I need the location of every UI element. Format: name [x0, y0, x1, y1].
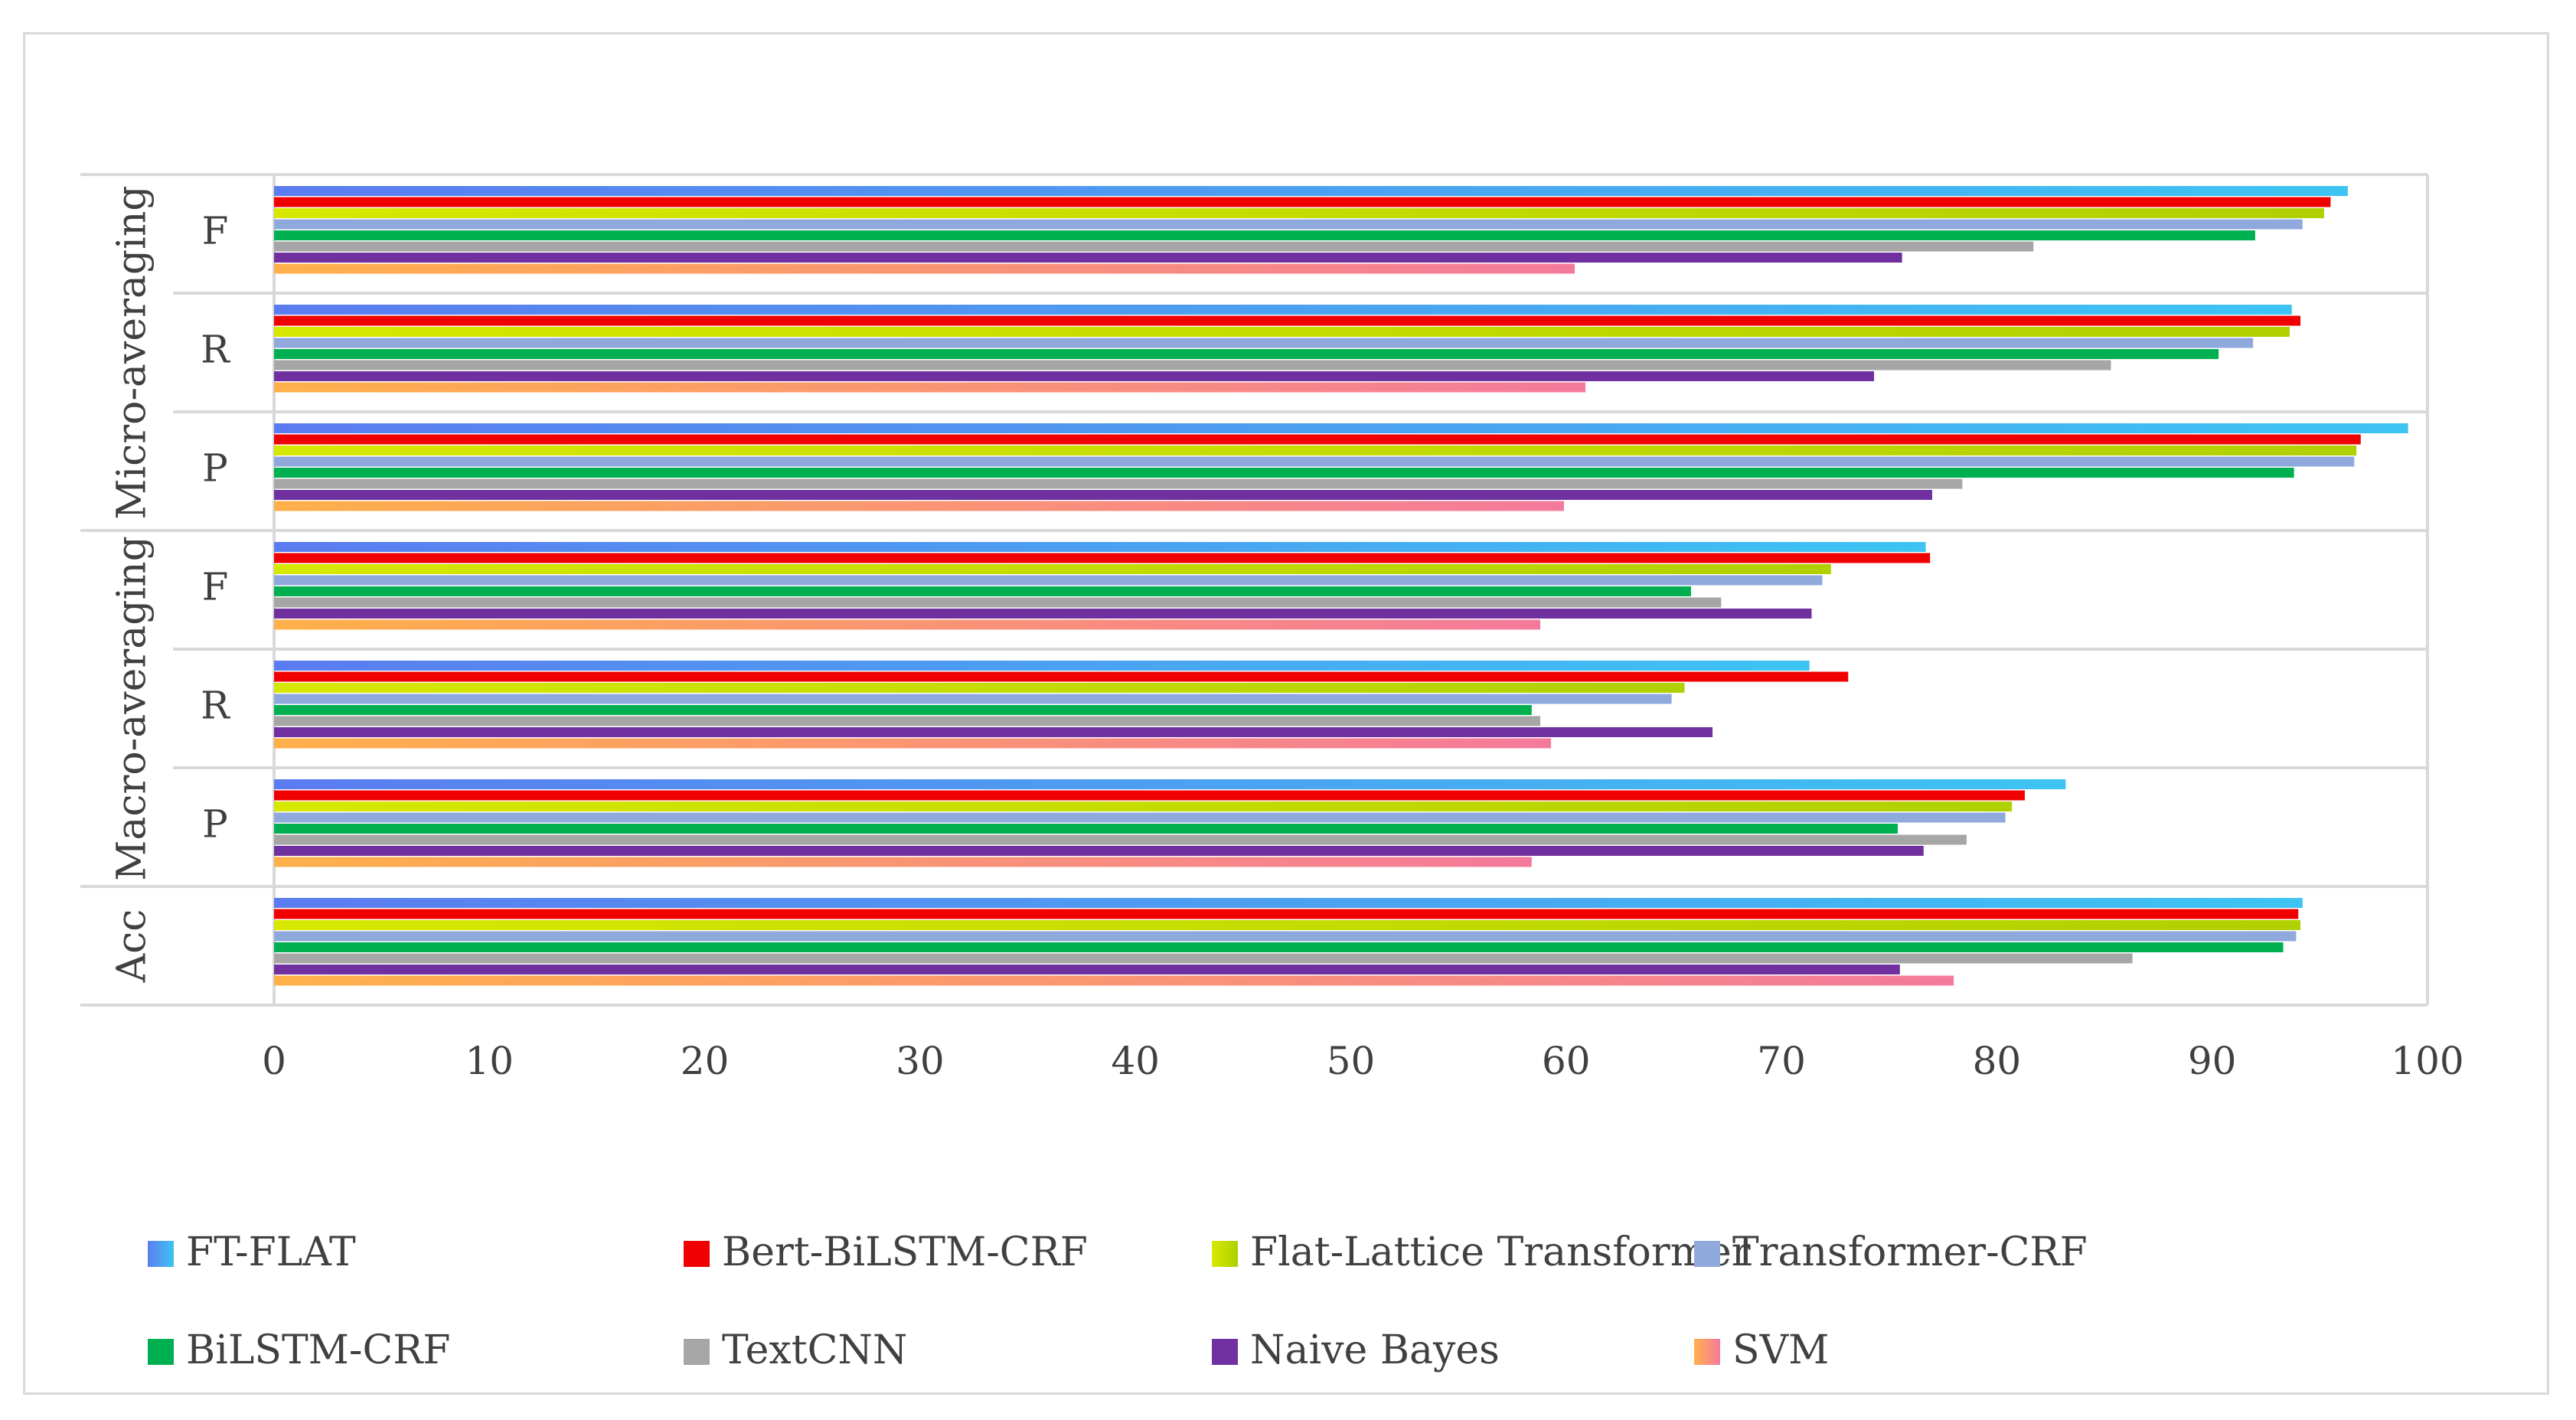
bar — [274, 705, 1532, 715]
x-tick-label: 30 — [896, 1039, 945, 1083]
bar — [274, 898, 2303, 908]
bar — [274, 857, 1532, 867]
bar — [274, 738, 1552, 749]
x-tick-label: 50 — [1327, 1039, 1376, 1083]
bar — [274, 661, 1810, 671]
bar — [274, 360, 2111, 371]
bar — [274, 779, 2066, 789]
bar — [274, 338, 2254, 348]
legend-label: BiLSTM-CRF — [186, 1327, 451, 1373]
bar — [274, 597, 1722, 608]
group-label: Micro-averaging — [109, 185, 155, 519]
bar — [274, 586, 1691, 596]
bar — [274, 542, 1926, 552]
category-label: F — [202, 565, 229, 609]
bar — [274, 305, 2292, 315]
bar — [274, 371, 1875, 381]
bar — [274, 812, 2006, 823]
bar — [274, 230, 2255, 240]
group-label: Macro-averaging — [109, 536, 155, 881]
category-label: F — [202, 209, 229, 253]
bar — [274, 423, 2408, 433]
bar — [274, 490, 1933, 500]
bar — [274, 446, 2357, 455]
bar — [274, 382, 1586, 393]
bar — [274, 219, 2303, 230]
bar — [274, 824, 1899, 834]
legend-label: Transformer-CRF — [1732, 1229, 2088, 1275]
bar — [274, 790, 2025, 801]
legend-label: SVM — [1732, 1327, 1829, 1373]
bar — [274, 694, 1672, 704]
legend-swatch — [148, 1241, 174, 1267]
legend-swatch — [1694, 1241, 1720, 1267]
bar — [274, 975, 1954, 986]
bar — [274, 564, 1831, 574]
x-tick-label: 100 — [2391, 1039, 2463, 1083]
bar — [274, 846, 1924, 856]
bar — [274, 683, 1685, 693]
x-tick-label: 70 — [1757, 1039, 1806, 1083]
bar — [274, 253, 1902, 263]
legend-label: Flat-Lattice Transformer — [1250, 1229, 1751, 1275]
legend-label: Bert-BiLSTM-CRF — [722, 1229, 1088, 1275]
legend-label: FT-FLAT — [186, 1229, 356, 1275]
bar — [274, 315, 2301, 326]
x-tick-label: 10 — [465, 1039, 514, 1083]
legend-swatch — [684, 1241, 710, 1267]
bar — [274, 241, 2034, 252]
category-label: R — [201, 328, 230, 372]
legend-swatch — [1694, 1339, 1720, 1365]
bar — [274, 575, 1823, 586]
bar — [274, 953, 2133, 964]
bar — [274, 965, 1900, 974]
bar — [274, 619, 1541, 630]
legend-swatch — [1212, 1339, 1238, 1365]
legend-label: TextCNN — [722, 1327, 907, 1373]
x-tick-label: 20 — [681, 1039, 730, 1083]
bar — [274, 478, 1963, 489]
bar — [274, 801, 2013, 811]
bar — [274, 931, 2297, 942]
bar — [274, 834, 1967, 845]
group-label: Acc — [109, 909, 155, 984]
axis: Micro-averaging F R P Macro-averaging F R P Acc 0… — [109, 185, 2464, 1083]
category-label: R — [201, 684, 230, 728]
legend-swatch — [1212, 1241, 1238, 1267]
legend-label: Naive Bayes — [1250, 1327, 1500, 1373]
bar — [274, 468, 2294, 478]
bar — [274, 349, 2219, 359]
legend-swatch — [148, 1339, 174, 1365]
bar — [274, 186, 2348, 196]
category-label: P — [202, 446, 228, 491]
x-tick-label: 40 — [1111, 1039, 1160, 1083]
bar — [274, 727, 1713, 737]
bar — [274, 909, 2299, 919]
bar — [274, 501, 1564, 511]
x-tick-label: 0 — [262, 1039, 286, 1083]
bar — [274, 671, 1849, 682]
bar — [274, 553, 1931, 563]
bar — [274, 327, 2290, 337]
bar — [274, 208, 2324, 218]
plot-area — [80, 173, 2429, 1007]
bar — [274, 434, 2361, 445]
bar — [274, 197, 2331, 207]
x-tick-label: 90 — [2188, 1039, 2237, 1083]
bar — [274, 716, 1541, 726]
chart-frame: Micro-averaging F R P Macro-averaging F R P Acc 0… — [23, 32, 2549, 1395]
category-label: P — [202, 802, 228, 847]
legend-swatch — [684, 1339, 710, 1365]
legend: FT-FLAT Bert-BiLSTM-CRF Flat-Lattice Trans… — [148, 1229, 2088, 1373]
bar — [274, 920, 2301, 930]
chart-svg: Micro-averaging F R P Macro-averaging F R P Acc 0… — [80, 173, 2464, 1373]
bar — [274, 942, 2284, 952]
bar — [274, 456, 2355, 467]
bars — [274, 186, 2408, 986]
bar — [274, 609, 1812, 619]
x-tick-label: 80 — [1973, 1039, 2022, 1083]
bar — [274, 263, 1575, 274]
x-tick-label: 60 — [1542, 1039, 1591, 1083]
